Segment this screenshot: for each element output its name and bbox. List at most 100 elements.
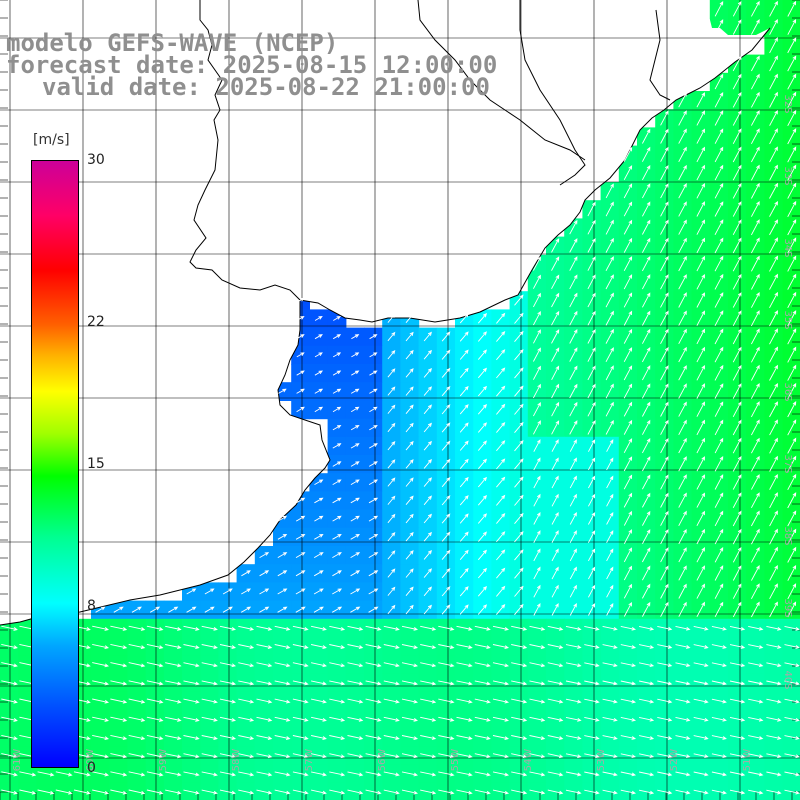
wind-arrow bbox=[751, 128, 760, 145]
wind-arrow bbox=[642, 237, 651, 253]
colorbar bbox=[31, 160, 79, 768]
wind-arrow bbox=[748, 644, 764, 649]
wind-arrow bbox=[547, 662, 564, 668]
wind-arrow bbox=[332, 424, 342, 431]
wind-arrow bbox=[657, 680, 673, 686]
wind-arrow bbox=[456, 625, 473, 631]
wind-arrow bbox=[441, 567, 451, 579]
wind-arrow bbox=[769, 346, 779, 363]
wind-arrow bbox=[423, 550, 432, 560]
lat-label: 38S bbox=[782, 526, 793, 545]
wind-arrow bbox=[441, 476, 451, 488]
wind-arrow bbox=[623, 310, 633, 326]
wind-arrow bbox=[751, 55, 760, 72]
wind-arrow bbox=[678, 401, 687, 417]
wind-arrow bbox=[241, 588, 251, 595]
wind-arrow bbox=[714, 455, 724, 472]
wind-arrow bbox=[547, 680, 564, 686]
wind-arrow bbox=[274, 716, 291, 722]
wind-arrow bbox=[623, 583, 632, 599]
wind-arrow bbox=[714, 292, 724, 308]
wind-arrow bbox=[606, 602, 614, 616]
wind-arrow bbox=[183, 680, 200, 686]
wind-arrow bbox=[477, 458, 487, 470]
wind-arrow bbox=[219, 753, 237, 759]
wind-arrow bbox=[222, 588, 233, 595]
colorbar-tick-label: 22 bbox=[87, 314, 105, 331]
wind-arrow bbox=[569, 219, 578, 235]
wind-arrow bbox=[238, 716, 255, 722]
wind-arrow bbox=[660, 328, 669, 345]
wind-arrow bbox=[459, 440, 469, 451]
wind-arrow bbox=[711, 680, 727, 686]
wind-arrow bbox=[675, 644, 691, 649]
wind-arrow bbox=[711, 662, 727, 668]
wind-arrow bbox=[110, 625, 128, 631]
wind-arrow bbox=[423, 513, 432, 524]
wind-arrow bbox=[769, 601, 778, 618]
wind-arrow bbox=[95, 606, 106, 613]
wind-arrow bbox=[313, 570, 324, 577]
axis-labels: 32S 33S 34S 35S 36S 37S 38S 39S 40S 61W 60W 59W 58W 5… bbox=[12, 94, 793, 771]
wind-arrow bbox=[496, 349, 506, 361]
wind-arrow bbox=[787, 310, 797, 327]
wind-arrow bbox=[623, 274, 633, 290]
title-valid-date: valid date: 2025-08-22 21:00:00 bbox=[42, 73, 490, 101]
wind-arrow bbox=[277, 533, 288, 540]
wind-arrow bbox=[329, 735, 346, 740]
lon-label: 54W bbox=[523, 749, 534, 772]
wind-arrow bbox=[602, 753, 618, 759]
wind-arrow bbox=[787, 364, 797, 381]
wind-arrow bbox=[751, 565, 760, 581]
wind-arrow bbox=[696, 292, 705, 308]
wind-arrow bbox=[565, 771, 582, 777]
wind-arrow bbox=[602, 662, 618, 668]
wind-arrow bbox=[438, 753, 455, 759]
wind-arrow bbox=[605, 256, 614, 272]
wind-arrow bbox=[311, 644, 327, 649]
wind-arrow bbox=[368, 461, 378, 467]
lat-label: 37S bbox=[782, 454, 793, 473]
wind-arrow bbox=[714, 492, 724, 508]
wind-arrow bbox=[274, 662, 291, 668]
wind-arrow bbox=[474, 735, 491, 740]
wind-arrow bbox=[496, 512, 506, 524]
wind-arrow bbox=[496, 549, 506, 561]
wind-arrow bbox=[474, 644, 491, 649]
wind-arrow bbox=[332, 497, 342, 504]
wind-arrow bbox=[347, 753, 364, 759]
wind-arrow bbox=[259, 588, 270, 595]
wind-arrow bbox=[551, 347, 560, 362]
wind-arrow bbox=[606, 493, 614, 507]
wind-arrow bbox=[642, 601, 651, 617]
wind-arrow bbox=[219, 662, 237, 668]
wind-arrow bbox=[605, 219, 614, 235]
wind-arrow bbox=[678, 128, 687, 144]
wind-arrow bbox=[660, 583, 669, 599]
wind-arrow bbox=[569, 238, 578, 253]
wind-arrow bbox=[660, 110, 669, 126]
wind-arrow bbox=[311, 753, 327, 759]
wind-arrow bbox=[642, 565, 651, 581]
wind-arrow bbox=[696, 419, 705, 436]
wind-arrow bbox=[714, 91, 724, 108]
wind-arrow bbox=[696, 219, 705, 235]
wind-cell bbox=[236, 782, 256, 800]
wind-arrow bbox=[660, 183, 669, 199]
wind-arrow bbox=[529, 680, 546, 686]
wind-arrow bbox=[678, 110, 687, 126]
wind-arrow bbox=[219, 789, 237, 795]
wind-arrow bbox=[729, 680, 746, 686]
wind-arrow bbox=[405, 404, 414, 414]
wind-arrow bbox=[620, 716, 637, 722]
wind-arrow bbox=[401, 789, 419, 795]
wind-arrow bbox=[492, 771, 510, 777]
wind-arrow bbox=[474, 753, 491, 759]
wind-arrow bbox=[496, 421, 506, 433]
wind-arrow bbox=[201, 735, 218, 740]
wind-arrow bbox=[368, 443, 378, 449]
wind-arrow bbox=[748, 625, 764, 631]
wind-arrow bbox=[714, 183, 724, 199]
wind-arrow bbox=[657, 735, 673, 740]
wind-arrow bbox=[292, 716, 309, 722]
